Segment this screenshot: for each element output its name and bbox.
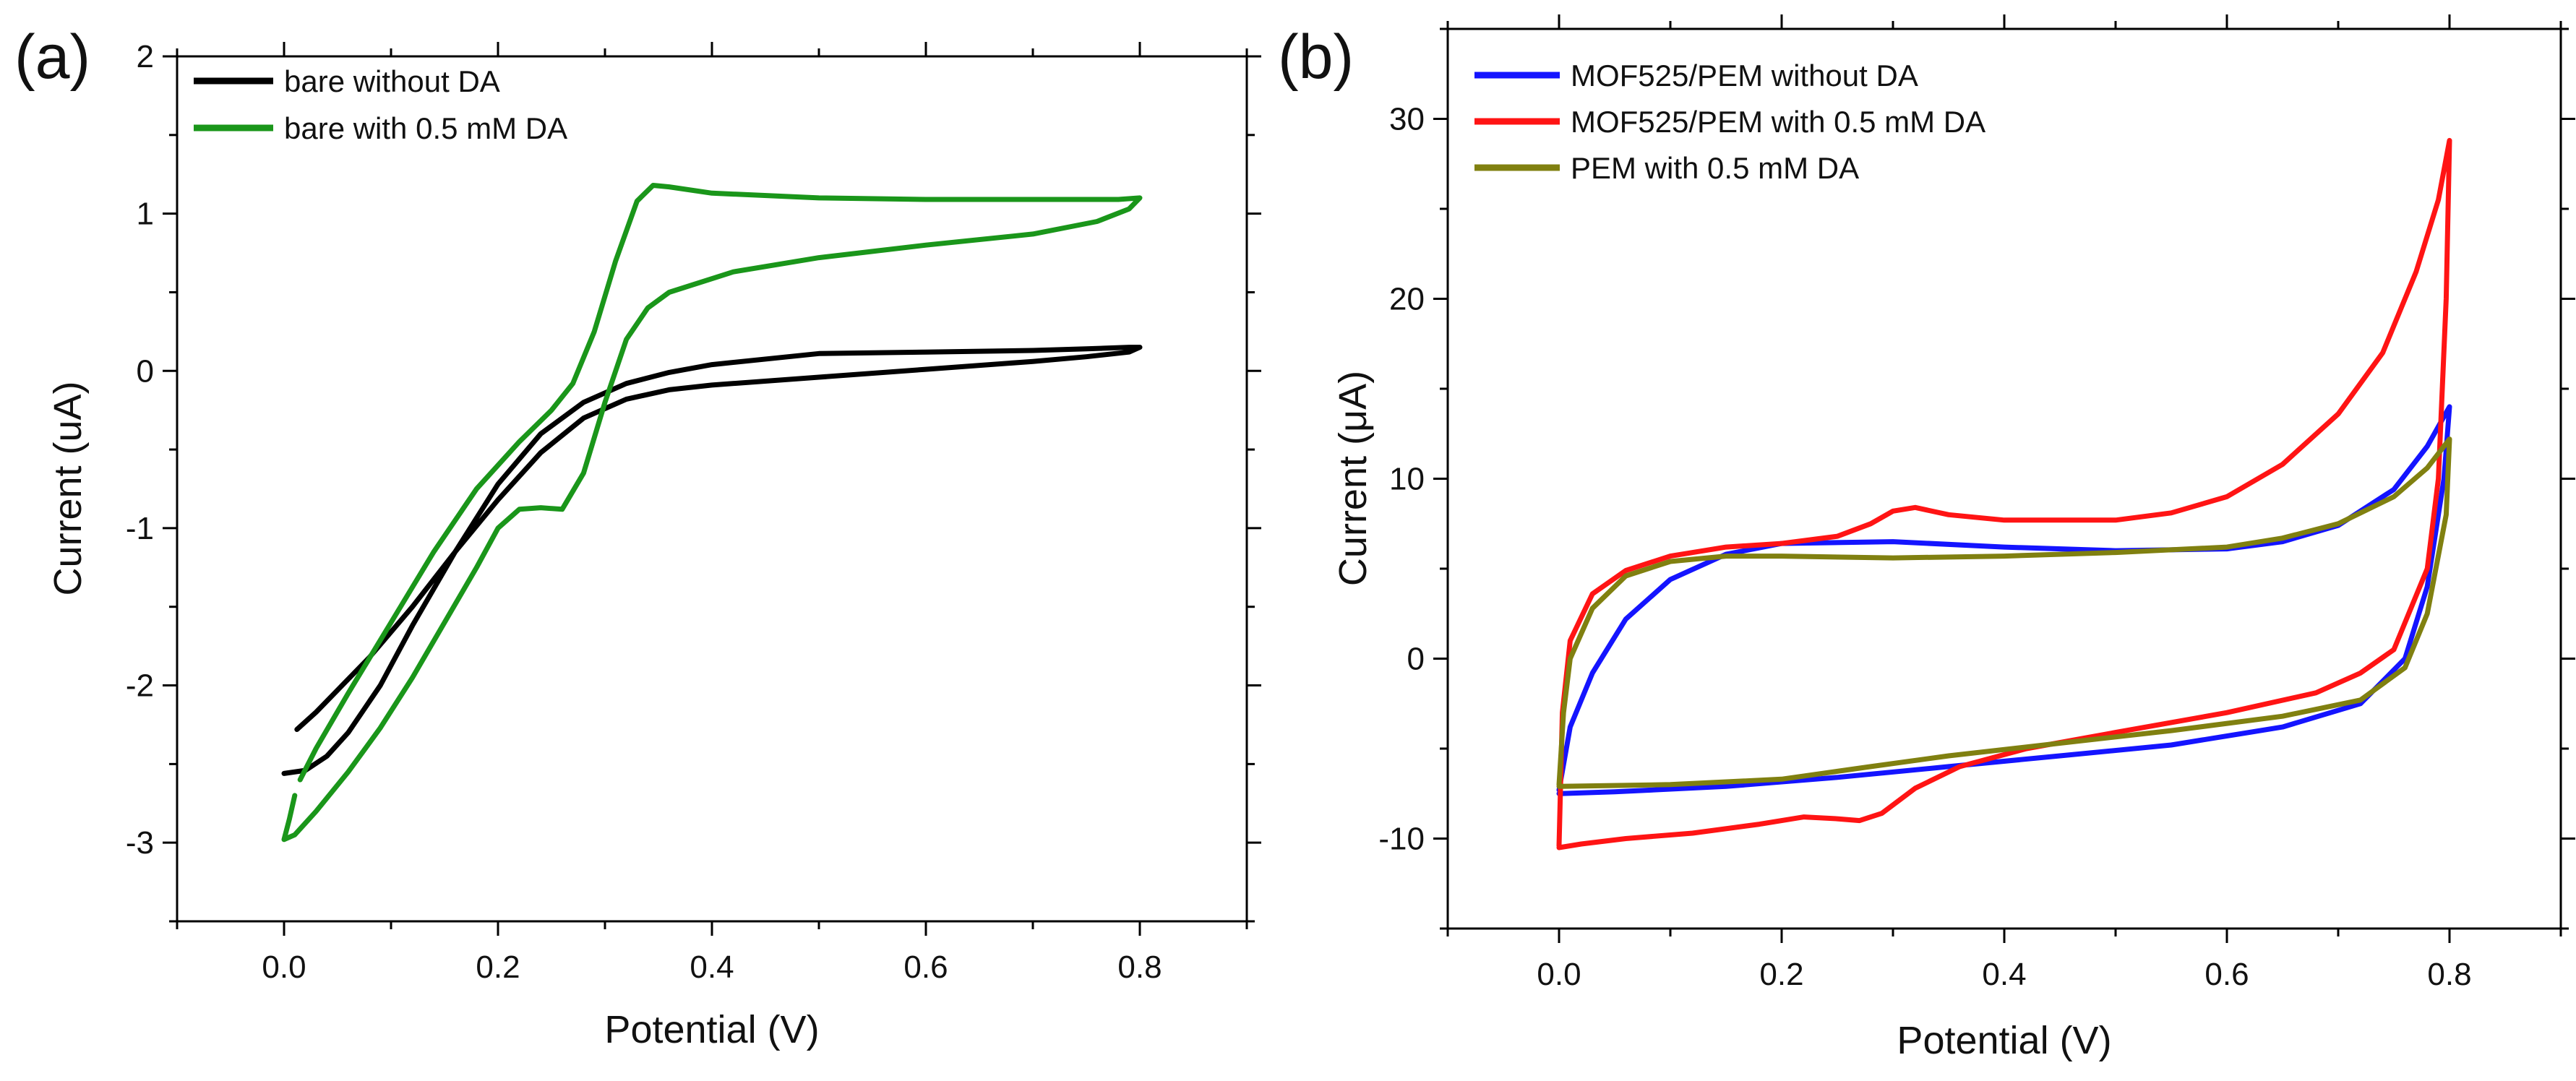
- panel-b-y-tick-label: 10: [1389, 462, 1425, 497]
- panel-b-y-tick-label: 0: [1407, 642, 1425, 677]
- panel-a-series-line: [281, 183, 1143, 843]
- panel-a-y-tick-label: 0: [137, 353, 154, 389]
- panel-b-y-tick-label: -10: [1378, 822, 1425, 857]
- panel-b-x-tick-label: 0.0: [1537, 957, 1581, 992]
- panel-b-legend-label: PEM with 0.5 mM DA: [1571, 151, 1859, 185]
- panel-b-label: (b): [1278, 22, 1354, 92]
- panel-b-x-tick-label: 0.8: [2427, 957, 2471, 992]
- panel-b-x-tick-label: 0.6: [2204, 957, 2249, 992]
- panel-b-y-ticks: [1433, 27, 2575, 930]
- panel-b-y-tick-label: 20: [1389, 282, 1425, 317]
- panel-b-y-tick-label: 30: [1389, 102, 1425, 137]
- panel-b-x-tick-labels: 0.0 0.2 0.4 0.6 0.8: [1537, 957, 2471, 992]
- panel-b-legend: MOF525/PEM without DA MOF525/PEM with 0.…: [1474, 59, 1985, 185]
- panel-a-y-tick-label: -2: [126, 668, 154, 704]
- panel-a-y-ticks: [163, 55, 1261, 923]
- panel-a-legend-label: bare without DA: [284, 64, 500, 98]
- panel-b-series-line: [1556, 137, 2452, 850]
- panel-a-x-tick-label: 0.0: [262, 949, 306, 985]
- panel-b-legend-label: MOF525/PEM without DA: [1571, 59, 1918, 92]
- panel-a-x-tick-labels: 0.0 0.2 0.4 0.6 0.8: [262, 949, 1162, 985]
- panel-b-series-line: [1556, 404, 2452, 796]
- panel-b-y-tick-labels: -10 0 10 20 30: [1378, 102, 1425, 857]
- panel-b-x-tick-label: 0.4: [1982, 957, 2026, 992]
- panel-a-x-ticks: [176, 42, 1248, 936]
- panel-b-series: [1556, 137, 2452, 850]
- panel-a-y-tick-labels: -3 -2 -1 0 1 2: [126, 39, 154, 861]
- panel-b-series-line: [1556, 436, 2452, 789]
- panel-a-series: [281, 183, 1143, 843]
- panel-a-x-tick-label: 0.8: [1117, 949, 1162, 985]
- panel-a-legend-label: bare with 0.5 mM DA: [284, 111, 567, 145]
- panel-b-x-tick-label: 0.2: [1759, 957, 1803, 992]
- panel-a-x-tick-label: 0.6: [903, 949, 948, 985]
- panel-b-y-axis-title: Current (μA): [1331, 371, 1375, 586]
- panel-b-x-ticks: [1446, 14, 2562, 943]
- panel-b: (b) 0.0 0.2 0.4 0.6 0.8 -10 0 10 20 30 P…: [1278, 14, 2575, 1062]
- panel-b-x-axis-title: Potential (V): [1897, 1019, 2111, 1062]
- panel-a-x-tick-label: 0.4: [690, 949, 734, 985]
- panel-a: (a) 0.0 0.2 0.4 0.6 0.8 -3 -2 -1 0 1 2 P…: [14, 22, 1261, 1051]
- panel-a-label: (a): [14, 22, 90, 92]
- panel-a-y-tick-label: -1: [126, 511, 154, 546]
- panel-a-y-tick-label: -3: [126, 825, 154, 861]
- panel-a-y-tick-label: 2: [137, 39, 154, 74]
- panel-a-plot-frame: [176, 55, 1248, 923]
- panel-a-x-tick-label: 0.2: [476, 949, 520, 985]
- panel-a-y-tick-label: 1: [137, 197, 154, 232]
- panel-a-legend: bare without DA bare with 0.5 mM DA: [194, 64, 567, 145]
- panel-b-legend-label: MOF525/PEM with 0.5 mM DA: [1571, 105, 1985, 139]
- panel-a-x-axis-title: Potential (V): [604, 1008, 819, 1051]
- panel-a-series-line: [281, 345, 1143, 776]
- panel-a-y-axis-title: Current (uA): [46, 381, 90, 595]
